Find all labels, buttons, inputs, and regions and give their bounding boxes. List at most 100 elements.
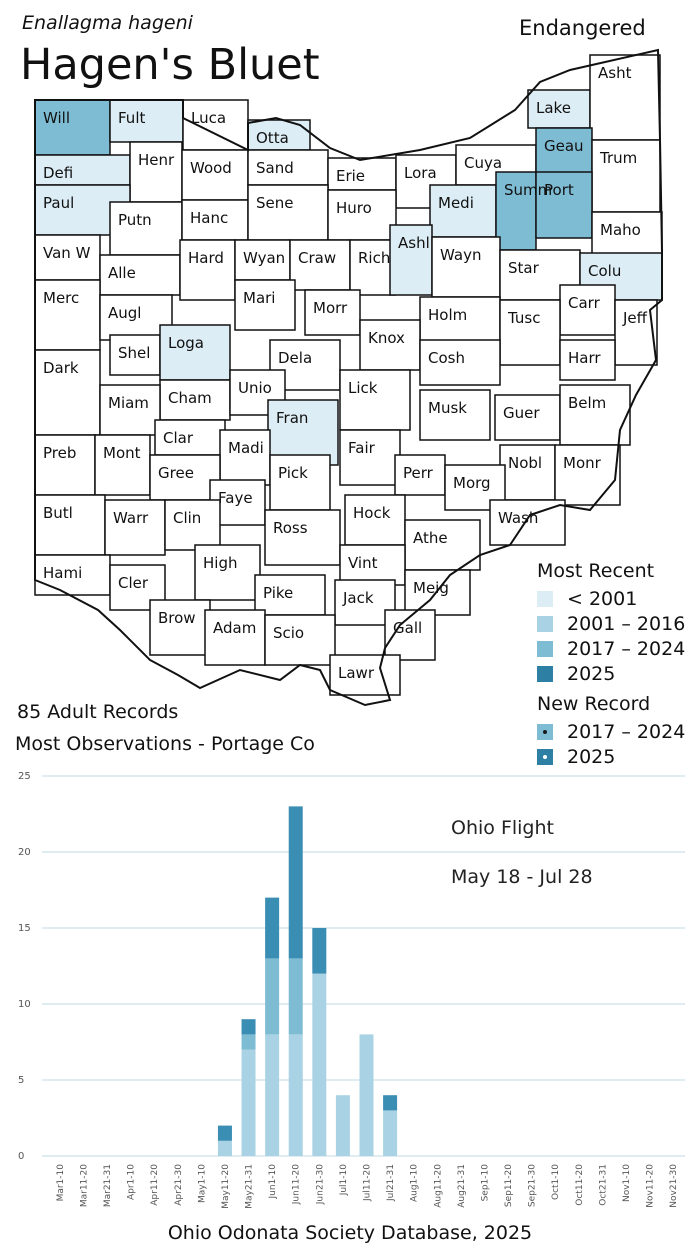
county-label-gall: Gall (393, 619, 422, 637)
legend-most-recent-list: < 2001 2001 – 2016 2017 – 2024 2025 (537, 586, 700, 686)
county-label-dela: Dela (278, 349, 312, 367)
legend-label: 2025 (567, 745, 616, 768)
county-wyan (234, 239, 291, 281)
county-label-preb: Preb (43, 444, 76, 462)
county-label-geau: Geau (544, 137, 584, 155)
county-adam (204, 609, 266, 666)
bar-segment (241, 1019, 256, 1035)
county-label-paul: Paul (43, 194, 74, 212)
x-tick-label: Nov21-30 (669, 1164, 679, 1208)
county-label-alle: Alle (108, 264, 136, 282)
county-shel (109, 334, 161, 376)
x-tick-label: Sep11-20 (504, 1164, 514, 1207)
county-label-henr: Henr (138, 151, 175, 169)
county-harr (559, 339, 616, 381)
legend-label: 2001 – 2016 (567, 612, 686, 635)
county-label-huro: Huro (336, 199, 372, 217)
county-label-musk: Musk (428, 399, 467, 417)
county-label-luca: Luca (191, 109, 226, 127)
x-tick-label: May21-31 (245, 1164, 255, 1209)
county-label-faye: Faye (218, 489, 253, 507)
county-label-cler: Cler (118, 574, 149, 592)
county-label-athe: Athe (413, 529, 448, 547)
x-tick-label: Jul11-20 (363, 1164, 373, 1202)
county-label-brow: Brow (158, 609, 196, 627)
y-tick-label: 5 (18, 1075, 24, 1086)
x-tick-label: Apr21-30 (174, 1164, 184, 1206)
county-brow (149, 599, 211, 656)
x-tick-label: Jun11-20 (292, 1164, 302, 1205)
county-preb (34, 434, 96, 496)
county-label-belm: Belm (568, 394, 606, 412)
x-tick-label: Oct11-20 (575, 1164, 585, 1206)
x-tick-label: Aug1-10 (410, 1164, 420, 1202)
bar-segment (312, 973, 327, 1156)
county-label-cham: Cham (168, 389, 212, 407)
county-label-jeff: Jeff (622, 309, 648, 327)
county-label-lake: Lake (536, 99, 571, 117)
county-label-merc: Merc (43, 289, 79, 307)
x-tick-label: May1-10 (197, 1164, 207, 1203)
ohio-state-outline (34, 48, 663, 707)
county-mari (234, 279, 296, 331)
county-label-van-w: Van W (43, 244, 91, 262)
bar-segment (265, 1034, 280, 1156)
y-tick-label: 20 (18, 847, 31, 858)
county-label-rich: Rich (358, 249, 390, 267)
county-label-asht: Asht (598, 64, 632, 82)
county-label-sand: Sand (256, 159, 294, 177)
x-tick-label: Nov11-20 (646, 1164, 656, 1208)
legend-label: < 2001 (567, 587, 638, 610)
county-hanc (181, 199, 249, 241)
county-label-colu: Colu (588, 262, 621, 280)
county-label-gree: Gree (158, 464, 194, 482)
county-label-otta: Otta (256, 129, 289, 147)
conservation-status: Endangered (519, 16, 646, 40)
county-label-clar: Clar (163, 429, 194, 447)
county-label-fult: Fult (118, 109, 145, 127)
county-label-wood: Wood (190, 159, 232, 177)
county-label-nobl: Nobl (508, 454, 542, 472)
x-tick-label: Nov1-10 (622, 1164, 632, 1202)
legend-new-record-title: New Record (537, 693, 651, 715)
legend-item: 2017 – 2024 (537, 636, 700, 661)
county-rich (349, 239, 396, 296)
county-label-cuya: Cuya (464, 154, 502, 172)
county-label-dark: Dark (43, 359, 79, 377)
county-luca (182, 99, 249, 151)
county-label-summ: Summ (504, 181, 552, 199)
county-label-carr: Carr (568, 294, 601, 312)
county-label-mont: Mont (103, 444, 141, 462)
bar-segment (217, 1140, 232, 1156)
legend-item: 2001 – 2016 (537, 611, 700, 636)
county-label-loga: Loga (168, 334, 204, 352)
county-label-putn: Putn (118, 211, 152, 229)
county-tusc (499, 299, 561, 366)
county-lake (527, 89, 591, 129)
county-label-fair: Fair (348, 439, 376, 457)
county-madi (219, 429, 271, 486)
county-label-augl: Augl (108, 304, 141, 322)
x-tick-label: Jul1-10 (339, 1164, 349, 1197)
county-loga (159, 324, 231, 381)
county-label-guer: Guer (503, 404, 540, 422)
adult-records-count: 85 Adult Records (17, 701, 179, 723)
county-label-port: Port (544, 181, 574, 199)
county-label-vint: Vint (348, 554, 378, 572)
flight-annotation-title: Ohio Flight (451, 817, 554, 839)
county-label-wyan: Wyan (243, 249, 285, 267)
county-label-morg: Morg (453, 474, 491, 492)
county-huro (327, 189, 397, 241)
county-clin (164, 499, 221, 551)
bar-segment (383, 1110, 398, 1156)
county-label-shel: Shel (118, 344, 150, 362)
county-sene (247, 184, 329, 241)
bar-segment (217, 1125, 232, 1141)
x-tick-label: Jun21-30 (315, 1164, 325, 1205)
county-label-craw: Craw (298, 249, 336, 267)
county-label-perr: Perr (403, 464, 434, 482)
county-label-monr: Monr (563, 454, 602, 472)
bar-segment (335, 1095, 350, 1156)
county-hard (179, 239, 236, 301)
county-label-wash: Wash (498, 509, 538, 527)
